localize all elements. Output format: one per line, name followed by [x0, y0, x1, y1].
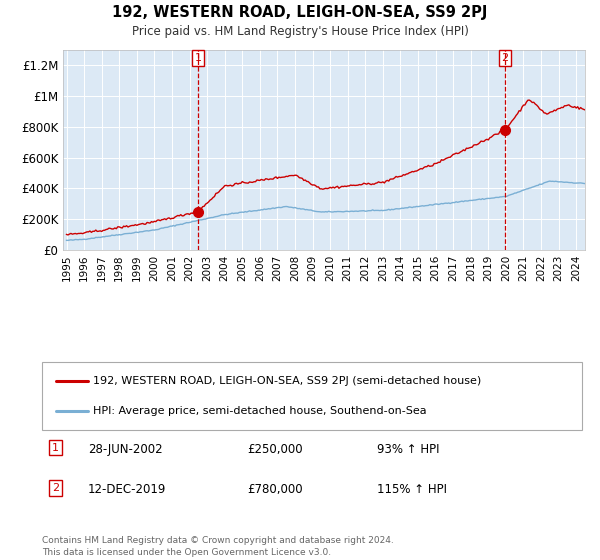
Text: 1: 1 [52, 442, 59, 452]
Text: 1: 1 [194, 53, 202, 63]
Text: 2: 2 [52, 483, 59, 493]
Text: 93% ↑ HPI: 93% ↑ HPI [377, 442, 439, 456]
Text: 2: 2 [502, 53, 509, 63]
Text: 115% ↑ HPI: 115% ↑ HPI [377, 483, 447, 496]
Text: 28-JUN-2002: 28-JUN-2002 [88, 442, 163, 456]
Text: 192, WESTERN ROAD, LEIGH-ON-SEA, SS9 2PJ (semi-detached house): 192, WESTERN ROAD, LEIGH-ON-SEA, SS9 2PJ… [94, 376, 482, 386]
Text: £250,000: £250,000 [247, 442, 303, 456]
Text: 192, WESTERN ROAD, LEIGH-ON-SEA, SS9 2PJ: 192, WESTERN ROAD, LEIGH-ON-SEA, SS9 2PJ [112, 5, 488, 20]
Text: 12-DEC-2019: 12-DEC-2019 [88, 483, 166, 496]
Text: Contains HM Land Registry data © Crown copyright and database right 2024.
This d: Contains HM Land Registry data © Crown c… [42, 536, 394, 557]
Text: Price paid vs. HM Land Registry's House Price Index (HPI): Price paid vs. HM Land Registry's House … [131, 25, 469, 38]
Text: £780,000: £780,000 [247, 483, 303, 496]
FancyBboxPatch shape [42, 362, 582, 430]
Text: HPI: Average price, semi-detached house, Southend-on-Sea: HPI: Average price, semi-detached house,… [94, 406, 427, 416]
